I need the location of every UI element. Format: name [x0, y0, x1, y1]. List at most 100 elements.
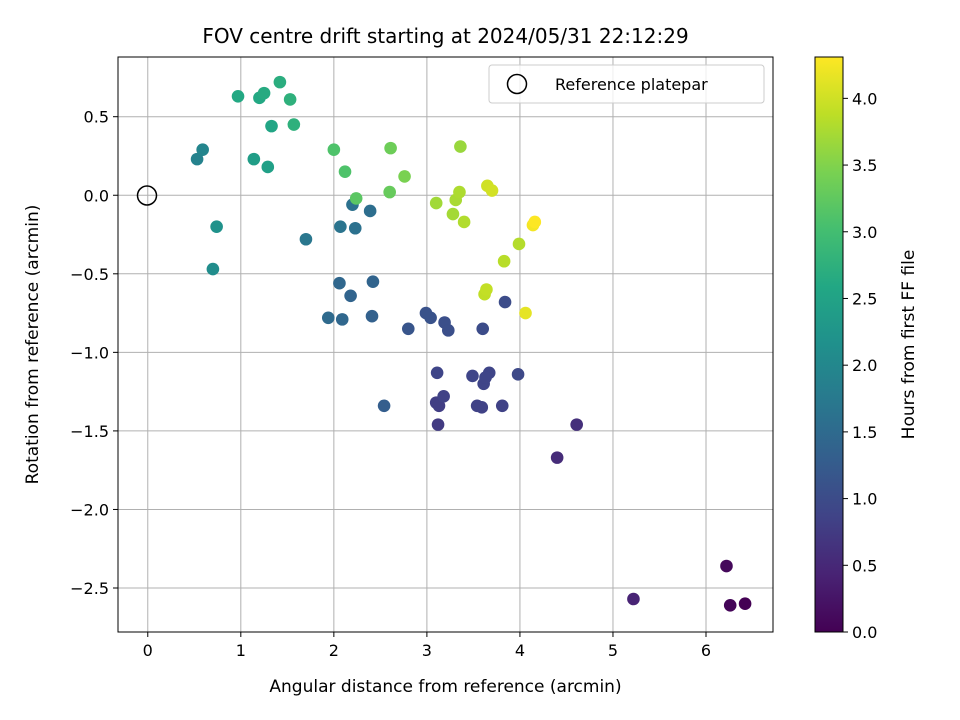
data-point: [432, 399, 446, 413]
data-point: [231, 89, 245, 103]
data-point: [454, 140, 467, 153]
plot-area: 0 1 2 3 4 5 6 −2.5 −2.0 −1.5 −1.0 −0.5 0.0 0.5: [70, 56, 774, 660]
data-point: [550, 451, 564, 464]
y-tick-label: −1.5: [70, 422, 109, 441]
x-axis-label: Angular distance from reference (arcmin): [269, 677, 621, 697]
x-tick-label: 0: [143, 641, 153, 660]
legend: Reference platepar: [488, 64, 765, 104]
data-point: [377, 399, 391, 413]
y-axis-ticks: −2.5 −2.0 −1.5 −1.0 −0.5 0.0 0.5: [70, 108, 118, 598]
x-tick-label: 4: [515, 641, 525, 660]
colorbar-tick-label: 0.5: [852, 556, 877, 575]
x-axis-ticks: 0 1 2 3 4 5 6: [143, 632, 711, 660]
data-point: [738, 597, 752, 611]
data-point: [480, 283, 493, 296]
y-axis-label: Rotation from reference (arcmin): [23, 205, 43, 485]
data-point: [383, 185, 396, 199]
data-point: [265, 119, 278, 133]
data-point: [401, 322, 415, 336]
data-point: [485, 184, 499, 197]
data-point: [398, 170, 411, 183]
x-tick-label: 5: [608, 641, 618, 660]
colorbar-tick-label: 3.5: [852, 156, 877, 175]
data-point: [384, 141, 397, 155]
data-point: [519, 306, 532, 320]
data-point: [466, 369, 479, 383]
data-point: [441, 324, 455, 337]
colorbar-tick-label: 2.0: [852, 356, 877, 375]
data-point: [273, 75, 287, 89]
data-point: [366, 275, 380, 288]
data-point: [257, 86, 271, 100]
data-points: [190, 75, 752, 612]
data-point: [321, 311, 335, 325]
data-point: [498, 295, 512, 309]
data-point: [446, 207, 460, 221]
data-point: [247, 152, 261, 166]
legend-reference-marker: [506, 73, 528, 95]
x-tick-label: 3: [422, 641, 432, 660]
data-point: [512, 237, 526, 251]
colorbar-label: Hours from first FF file: [899, 250, 919, 440]
data-point: [333, 276, 346, 290]
legend-box: [488, 64, 765, 104]
data-point: [348, 221, 362, 235]
x-tick-label: 1: [236, 641, 246, 660]
colorbar-tick-label: 0.0: [852, 623, 877, 642]
colorbar-tick-label: 4.0: [852, 89, 877, 108]
x-tick-label: 6: [701, 641, 711, 660]
colorbar-tick-label: 1.0: [852, 490, 877, 509]
data-point: [497, 254, 511, 268]
data-point: [720, 559, 733, 573]
data-point: [363, 204, 377, 218]
y-tick-label: −2.0: [70, 500, 109, 519]
data-point: [299, 232, 313, 246]
y-tick-label: −1.0: [70, 343, 109, 362]
data-point: [338, 165, 352, 178]
data-point: [334, 220, 347, 233]
data-point: [190, 152, 204, 166]
colorbar-frame: [814, 56, 844, 633]
data-point: [627, 592, 640, 606]
data-point: [430, 366, 444, 380]
data-point: [365, 309, 379, 323]
y-tick-label: −0.5: [70, 265, 109, 284]
colorbar: 0.0 0.5 1.0 1.5 2.0 2.5 3.0 3.5 4.0 Hours from f…: [814, 56, 919, 642]
data-point: [196, 143, 209, 156]
data-point: [344, 289, 357, 303]
data-point: [335, 313, 349, 326]
chart-title: FOV centre drift starting at 2024/05/31 …: [202, 24, 688, 48]
data-point: [283, 93, 297, 106]
data-point: [476, 322, 490, 336]
data-point: [528, 215, 542, 229]
colorbar-tick-label: 1.5: [852, 423, 877, 442]
data-point: [419, 306, 433, 320]
data-point: [511, 368, 525, 381]
plot-background: [118, 57, 773, 632]
data-point: [327, 143, 341, 156]
data-point: [475, 401, 489, 414]
data-point: [453, 185, 466, 199]
y-tick-label: −2.5: [70, 579, 109, 598]
x-tick-label: 2: [329, 641, 339, 660]
data-point: [570, 418, 583, 431]
colorbar-tick-label: 3.0: [852, 223, 877, 242]
data-point: [206, 262, 220, 276]
reference-platepar-marker: [136, 185, 158, 206]
data-point: [431, 418, 445, 431]
data-point: [349, 192, 363, 205]
colorbar-gradient: [815, 57, 843, 632]
colorbar-ticks: 0.0 0.5 1.0 1.5 2.0 2.5 3.0 3.5 4.0: [843, 89, 877, 642]
data-point: [457, 215, 471, 229]
data-point: [479, 371, 492, 384]
plot-frame: [117, 56, 774, 633]
colorbar-tick-label: 2.5: [852, 289, 877, 308]
y-tick-label: 0.0: [84, 186, 109, 205]
data-point: [495, 399, 509, 413]
data-point: [210, 220, 223, 233]
data-point: [437, 390, 450, 403]
data-point: [261, 160, 275, 174]
data-point: [723, 598, 737, 612]
legend-label: Reference platepar: [555, 75, 708, 94]
